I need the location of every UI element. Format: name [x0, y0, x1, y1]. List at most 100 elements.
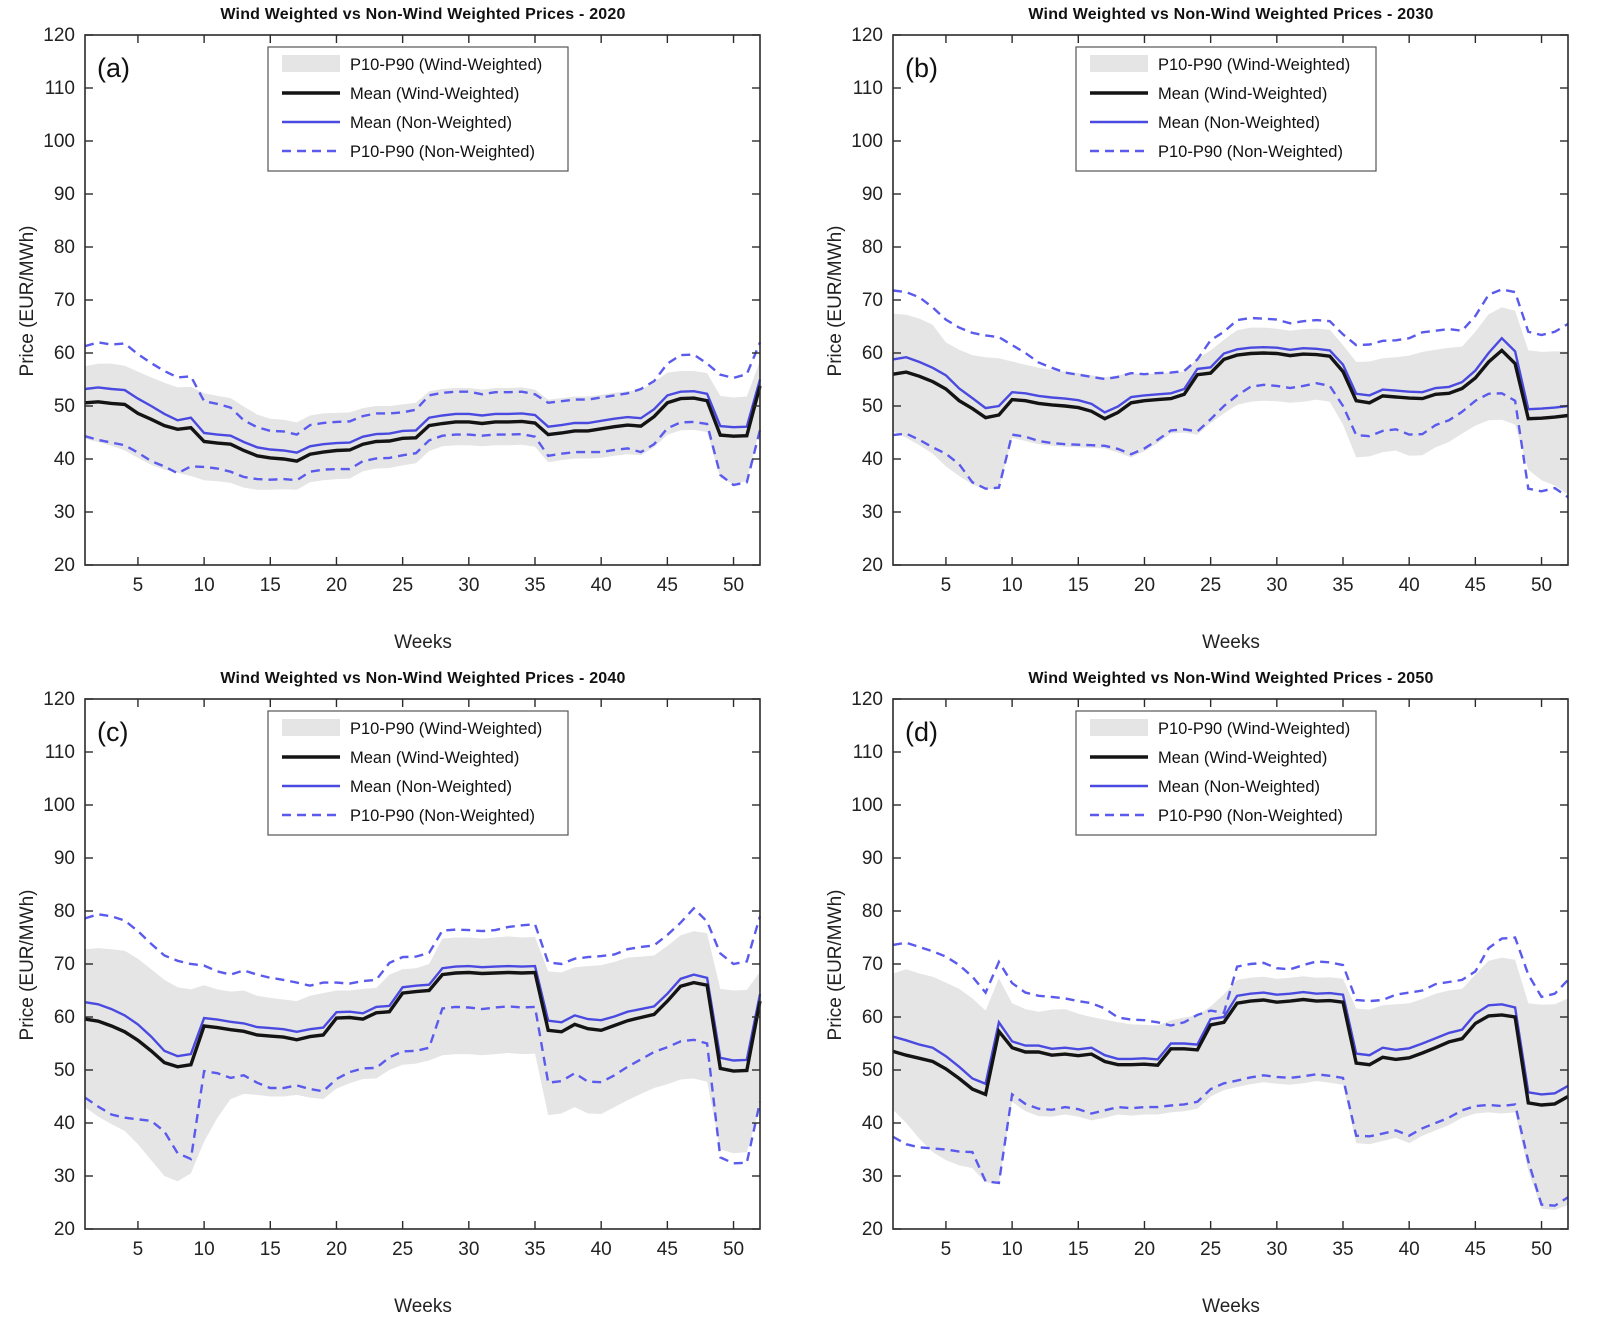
line-mean-non-weighted: [84, 964, 762, 1062]
x-axis-label: Weeks: [394, 1296, 452, 1317]
legend-label: Mean (Wind-Weighted): [350, 749, 519, 767]
x-tick-label: 15: [1068, 575, 1089, 596]
line-mean-wind-weighted: [892, 997, 1569, 1107]
x-tick-label: 15: [260, 1239, 281, 1260]
y-tick-label: 30: [54, 1166, 75, 1187]
y-tick-label: 100: [43, 131, 75, 152]
band-p10p90-wind-weighted: [85, 931, 760, 1182]
legend-swatch-band: [1090, 55, 1148, 72]
x-axis-label: Weeks: [1202, 1296, 1260, 1317]
y-tick-label: 60: [54, 343, 75, 364]
legend-label: Mean (Wind-Weighted): [1158, 85, 1327, 103]
y-tick-label: 60: [54, 1007, 75, 1028]
legend-swatch-band: [282, 55, 340, 72]
x-tick-label: 15: [1068, 1239, 1089, 1260]
y-tick-label: 110: [45, 742, 75, 763]
line-mean-wind-weighted: [84, 385, 762, 463]
y-tick-label: 70: [54, 954, 75, 975]
x-tick-label: 50: [723, 575, 744, 596]
x-tick-label: 50: [1531, 575, 1552, 596]
y-tick-label: 20: [862, 1219, 883, 1240]
panel-letter: (a): [97, 53, 130, 83]
y-tick-label: 80: [54, 237, 75, 258]
chart-panel-2040: Wind Weighted vs Non-Wind Weighted Price…: [0, 664, 808, 1328]
x-tick-label: 20: [326, 1239, 347, 1260]
y-tick-label: 50: [54, 396, 75, 417]
x-tick-label: 20: [1134, 1239, 1155, 1260]
x-tick-label: 10: [1002, 575, 1023, 596]
legend-label: Mean (Wind-Weighted): [1158, 749, 1327, 767]
line-p10-non-weighted: [892, 381, 1569, 499]
line-p10-non-weighted: [84, 420, 762, 487]
x-tick-label: 5: [133, 575, 144, 596]
chart-canvas-2020: 5 10 15 20 25 30 35 40 45 50 20 30 40 50 60 70 80 90 100 11…: [43, 25, 762, 596]
legend-label: Mean (Non-Weighted): [350, 114, 512, 132]
chart-panel-2020: Wind Weighted vs Non-Wind Weighted Price…: [0, 0, 808, 664]
x-axis-label: Weeks: [394, 632, 452, 653]
x-tick-label: 5: [941, 575, 952, 596]
x-tick-label: 45: [1465, 1239, 1486, 1260]
y-tick-label: 30: [54, 502, 75, 523]
chart-panel-2030: Wind Weighted vs Non-Wind Weighted Price…: [808, 0, 1616, 664]
y-tick-label: 20: [54, 555, 75, 576]
legend-swatch-band: [1090, 719, 1148, 736]
legend-label: P10-P90 (Non-Weighted): [1158, 807, 1343, 825]
line-p90-non-weighted: [84, 341, 762, 436]
x-tick-label: 15: [260, 575, 281, 596]
legend-label: Mean (Wind-Weighted): [350, 85, 519, 103]
legend-label: P10-P90 (Wind-Weighted): [1158, 56, 1350, 74]
y-tick-label: 80: [862, 901, 883, 922]
x-tick-label: 40: [1399, 1239, 1420, 1260]
x-tick-label: 30: [1266, 575, 1287, 596]
y-tick-label: 40: [54, 1113, 75, 1134]
y-tick-label: 100: [851, 795, 883, 816]
x-tick-label: 5: [133, 1239, 144, 1260]
x-tick-label: 35: [524, 1239, 545, 1260]
legend-label: P10-P90 (Non-Weighted): [350, 143, 535, 161]
chart-canvas-2040: 5 10 15 20 25 30 35 40 45 50 20 30 40 50 60 70 80 90 100 11…: [43, 689, 762, 1260]
y-tick-label: 100: [43, 795, 75, 816]
line-p90-non-weighted: [892, 288, 1569, 381]
chart-panel-2050: Wind Weighted vs Non-Wind Weighted Price…: [808, 664, 1616, 1328]
y-tick-label: 110: [853, 742, 883, 763]
y-tick-label: 30: [862, 502, 883, 523]
line-mean-non-weighted: [892, 336, 1569, 414]
y-tick-label: 120: [851, 689, 883, 710]
line-p10-non-weighted: [892, 1072, 1569, 1207]
panel-letter: (d): [905, 717, 938, 747]
line-p90-non-weighted: [892, 936, 1569, 1027]
x-tick-label: 5: [941, 1239, 952, 1260]
x-tick-label: 25: [1200, 575, 1221, 596]
y-tick-label: 90: [54, 848, 75, 869]
y-tick-label: 50: [862, 396, 883, 417]
y-tick-label: 40: [862, 449, 883, 470]
x-tick-label: 10: [194, 575, 215, 596]
x-tick-label: 35: [1332, 1239, 1353, 1260]
x-tick-label: 50: [723, 1239, 744, 1260]
y-tick-label: 90: [862, 848, 883, 869]
y-tick-label: 120: [43, 25, 75, 46]
x-tick-label: 20: [326, 575, 347, 596]
x-tick-label: 30: [1266, 1239, 1287, 1260]
y-tick-label: 90: [54, 184, 75, 205]
y-tick-label: 20: [54, 1219, 75, 1240]
y-tick-label: 110: [853, 78, 883, 99]
line-mean-wind-weighted: [892, 348, 1569, 421]
x-tick-label: 20: [1134, 575, 1155, 596]
legend-label: Mean (Non-Weighted): [350, 778, 512, 796]
line-p10-non-weighted: [84, 1005, 762, 1165]
x-tick-label: 25: [392, 1239, 413, 1260]
x-tick-label: 45: [657, 1239, 678, 1260]
legend-label: P10-P90 (Wind-Weighted): [350, 720, 542, 738]
line-p90-non-weighted: [84, 906, 762, 987]
x-tick-label: 45: [657, 575, 678, 596]
legend-label: P10-P90 (Non-Weighted): [1158, 143, 1343, 161]
chart-canvas-2050: 5 10 15 20 25 30 35 40 45 50 20 30 40 50 60 70 80 90 100 11…: [851, 689, 1569, 1260]
line-mean-non-weighted: [892, 990, 1569, 1096]
x-tick-label: 35: [1332, 575, 1353, 596]
y-tick-label: 40: [862, 1113, 883, 1134]
panel-letter: (b): [905, 53, 938, 83]
x-tick-label: 30: [458, 575, 479, 596]
x-tick-label: 10: [194, 1239, 215, 1260]
